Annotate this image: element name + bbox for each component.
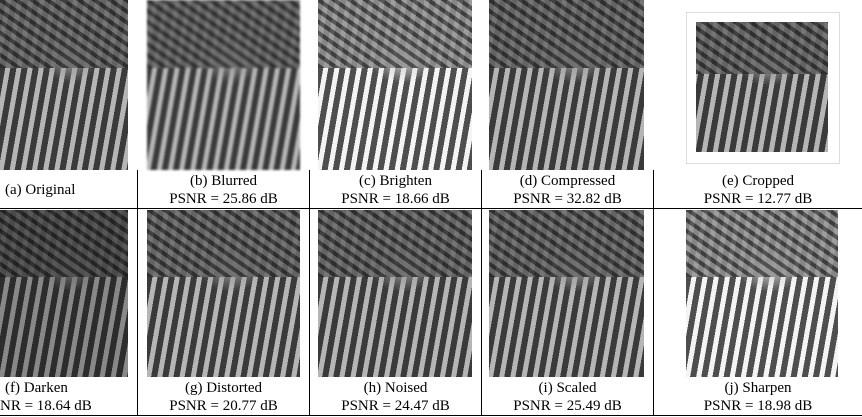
row-border: [0, 415, 862, 416]
image: [696, 22, 828, 152]
caption-psnr: PSNR = 20.77 dB: [138, 397, 309, 415]
caption-label: (e) Cropped: [654, 172, 862, 190]
caption-label: (b) Blurred: [138, 172, 309, 190]
caption-label: (g) Distorted: [138, 379, 309, 397]
image: [318, 0, 472, 170]
image: [147, 210, 300, 377]
caption-psnr: PSNR = 25.49 dB: [482, 397, 653, 415]
image: [489, 0, 644, 170]
caption-psnr: PSNR = 32.82 dB: [482, 190, 653, 208]
caption-label: (a) Original: [5, 181, 75, 199]
figure: (a) Original (b) BlurredPSNR = 25.86 dB(c…: [0, 0, 862, 417]
caption-psnr: NR = 18.64 dB: [0, 397, 92, 415]
caption-label: (i) Scaled: [482, 379, 653, 397]
image: [0, 0, 128, 170]
caption-label: (h) Noised: [310, 379, 481, 397]
caption-psnr: PSNR = 24.47 dB: [310, 397, 481, 415]
image: [0, 210, 128, 377]
caption-psnr: PSNR = 12.77 dB: [654, 190, 862, 208]
caption-label: (d) Compressed: [482, 172, 653, 190]
image: [686, 210, 838, 377]
image: [147, 0, 300, 170]
caption-psnr: PSNR = 18.98 dB: [654, 397, 862, 415]
caption-psnr: PSNR = 25.86 dB: [138, 190, 309, 208]
image: [489, 210, 644, 377]
caption-label: (c) Brighten: [310, 172, 481, 190]
caption-label: (j) Sharpen: [654, 379, 862, 397]
image: [318, 210, 472, 377]
caption-psnr: PSNR = 18.66 dB: [310, 190, 481, 208]
row-border: [0, 208, 862, 209]
caption-label: (f) Darken: [5, 379, 68, 397]
